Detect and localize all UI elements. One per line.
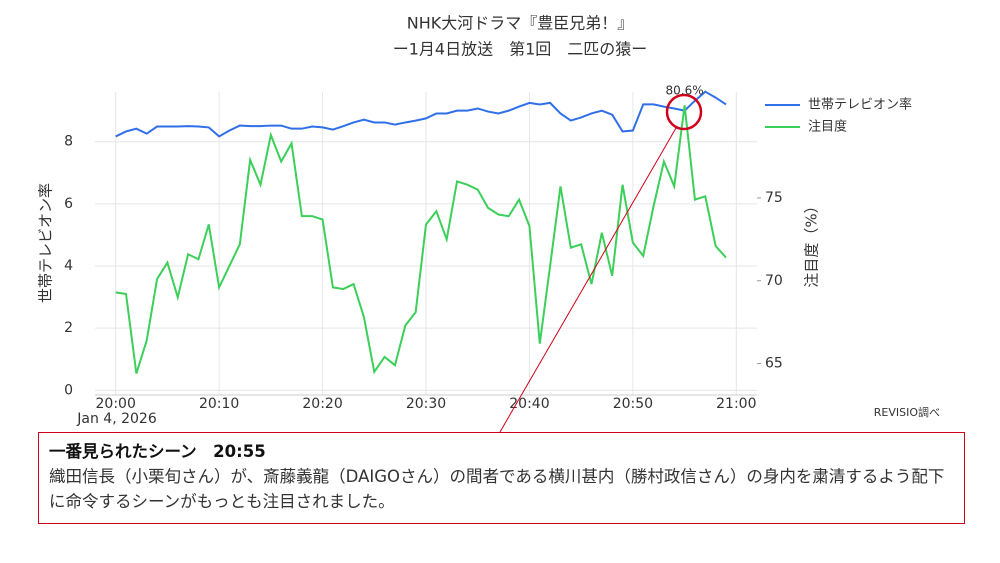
chart-title: NHK大河ドラマ『豊臣兄弟！』 bbox=[407, 14, 634, 33]
x-tick-label: 20:20 bbox=[302, 396, 342, 412]
x-date-label: Jan 4, 2026 bbox=[76, 411, 157, 427]
y2-tick-label: 75 bbox=[765, 190, 783, 206]
y-tick-label: 8 bbox=[64, 134, 73, 150]
note-heading: 一番見られたシーン 20:55 bbox=[49, 442, 266, 461]
x-tick-label: 20:30 bbox=[406, 396, 446, 412]
callout-line bbox=[499, 127, 677, 433]
x-tick-label: 20:40 bbox=[509, 396, 549, 412]
y-tick-label: 6 bbox=[64, 196, 73, 212]
y-tick-label: 0 bbox=[64, 382, 73, 398]
x-tick-label: 21:00 bbox=[716, 396, 756, 412]
plot: 0 2 4 6 8 65 70 75 20:00 20:10 20:20 20:30 20:40 20:5… bbox=[64, 90, 783, 412]
overlay: 世帯テレビオン率 80.6% 注目度 bbox=[666, 84, 912, 135]
series-line bbox=[115, 105, 727, 375]
source: REVISIO調べ bbox=[874, 405, 940, 419]
y2-tick-label: 65 bbox=[765, 356, 783, 372]
x-tick-label: 20:50 bbox=[613, 396, 653, 412]
y2-tick-label: 70 bbox=[765, 273, 783, 289]
x-tick-label: 20:10 bbox=[199, 396, 239, 412]
series-line bbox=[115, 90, 727, 138]
y-tick-label: 4 bbox=[64, 258, 73, 274]
y-axis-title: 世帯テレビオン率 bbox=[37, 183, 55, 303]
y2-axis-title: 注目度（%） bbox=[803, 198, 821, 287]
note-box: 一番見られたシーン 20:55 織田信長（小栗旬さん）が、斎藤義龍（DAIGOさ… bbox=[38, 432, 965, 524]
note-body: 織田信長（小栗旬さん）が、斎藤義龍（DAIGOさん）の間者である横川甚内（勝村政… bbox=[49, 467, 945, 511]
highlight-circle bbox=[665, 93, 703, 131]
legend-label: 世帯テレビオン率 bbox=[808, 97, 912, 113]
data-label: 80.6% bbox=[666, 84, 704, 98]
x-tick-label: 20:00 bbox=[96, 396, 136, 412]
chart-subtitle: ー1月4日放送 第1回 二匹の猿ー bbox=[393, 40, 648, 59]
y-tick-label: 2 bbox=[64, 320, 73, 336]
legend-label: 注目度 bbox=[808, 119, 847, 135]
